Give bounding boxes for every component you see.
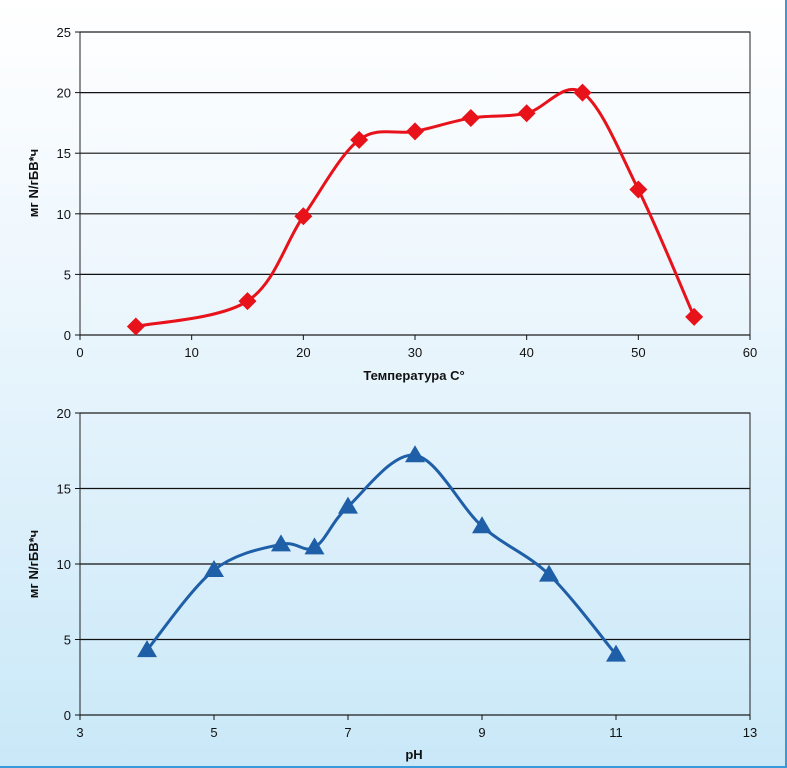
y-tick-label: 20 bbox=[57, 86, 71, 101]
x-tick-label: 11 bbox=[609, 725, 623, 740]
y-tick-label: 0 bbox=[64, 708, 71, 723]
x-tick-label: 20 bbox=[296, 345, 310, 360]
data-point bbox=[294, 207, 313, 226]
x-tick-label: 5 bbox=[210, 725, 217, 740]
x-tick-label: 30 bbox=[408, 345, 422, 360]
temperature-y-axis-label: мг N/гБВ*ч bbox=[26, 149, 41, 217]
temperature-plot-area bbox=[79, 31, 751, 336]
data-point bbox=[238, 292, 257, 311]
y-tick-label: 20 bbox=[57, 406, 71, 421]
x-tick-label: 40 bbox=[519, 345, 533, 360]
data-point bbox=[539, 564, 559, 582]
data-point bbox=[629, 180, 648, 199]
data-point bbox=[338, 496, 358, 514]
x-tick-label: 10 bbox=[184, 345, 198, 360]
ph-y-axis-label: мг N/гБВ*ч bbox=[26, 530, 41, 598]
temperature-series-points bbox=[126, 83, 704, 336]
data-point bbox=[126, 317, 145, 336]
data-point bbox=[606, 644, 626, 662]
x-tick-label: 7 bbox=[344, 725, 351, 740]
x-tick-label: 3 bbox=[76, 725, 83, 740]
data-point bbox=[137, 640, 157, 658]
data-point bbox=[406, 122, 424, 141]
x-tick-label: 60 bbox=[743, 345, 757, 360]
x-tick-label: 13 bbox=[743, 725, 757, 740]
y-tick-label: 10 bbox=[57, 207, 71, 222]
data-point bbox=[685, 307, 704, 326]
x-tick-label: 9 bbox=[478, 725, 485, 740]
y-tick-label: 10 bbox=[57, 557, 71, 572]
x-tick-label: 50 bbox=[631, 345, 645, 360]
ph-series-line bbox=[145, 453, 618, 656]
temperature-x-axis-label: Температура С° bbox=[363, 368, 464, 383]
y-tick-label: 15 bbox=[57, 482, 71, 497]
data-point bbox=[271, 534, 291, 552]
temperature-gridlines bbox=[80, 31, 750, 336]
ph-x-ticks: 3 5 7 9 11 13 bbox=[76, 715, 757, 740]
y-tick-label: 15 bbox=[57, 146, 71, 161]
x-tick-label: 0 bbox=[76, 345, 83, 360]
data-point bbox=[517, 104, 536, 123]
temperature-x-ticks: 0 10 20 30 40 50 60 bbox=[76, 335, 757, 360]
ph-series-points bbox=[137, 445, 626, 662]
data-point bbox=[573, 83, 592, 102]
y-tick-label: 25 bbox=[57, 25, 71, 40]
y-tick-label: 5 bbox=[64, 633, 71, 648]
data-point bbox=[304, 537, 325, 555]
temperature-y-ticks: 0 5 10 15 20 25 bbox=[57, 25, 80, 343]
ph-x-axis-label: pH bbox=[405, 747, 422, 762]
y-tick-label: 5 bbox=[64, 267, 71, 282]
data-point bbox=[461, 109, 480, 128]
y-tick-label: 0 bbox=[64, 328, 71, 343]
temperature-series-line bbox=[135, 88, 696, 328]
ph-chart: 3 5 7 9 11 13 0 5 10 15 20 pH мг N/гБВ*ч bbox=[26, 406, 757, 762]
data-point bbox=[472, 516, 492, 534]
data-point bbox=[350, 130, 369, 149]
data-point bbox=[204, 560, 224, 578]
ph-y-ticks: 0 5 10 15 20 bbox=[57, 406, 80, 723]
data-point bbox=[405, 445, 425, 463]
